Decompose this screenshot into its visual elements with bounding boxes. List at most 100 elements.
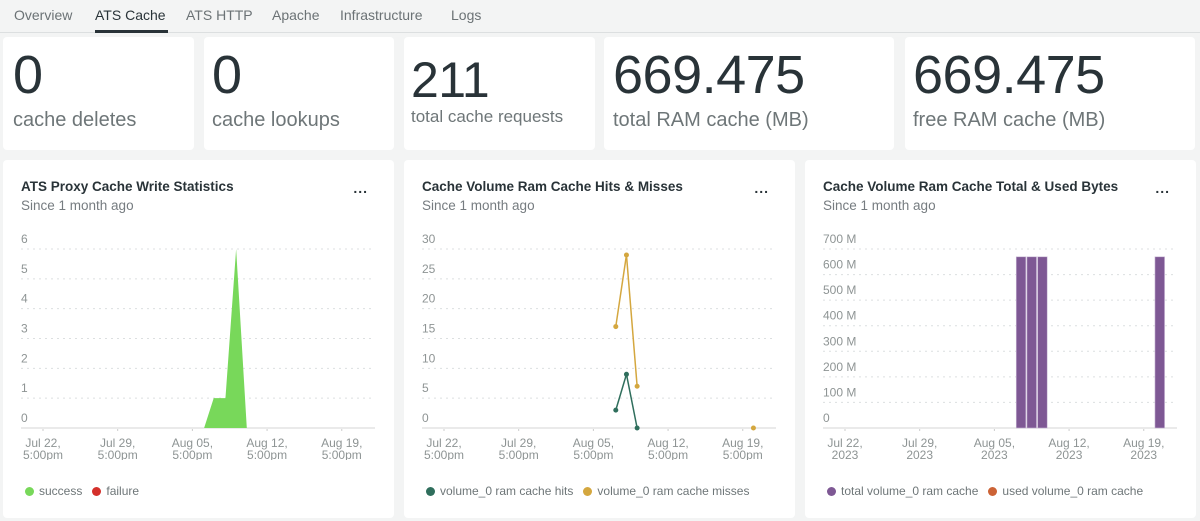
y-tick-label: 400 M xyxy=(823,309,856,323)
area-success xyxy=(204,249,247,428)
x-tick-label: 5:00pm xyxy=(648,448,688,460)
billboard-cache-deletes[interactable]: 0 cache deletes xyxy=(3,37,194,150)
bar xyxy=(1154,256,1165,429)
billboard-free-ram-cache[interactable]: 669.475 free RAM cache (MB) xyxy=(905,37,1195,150)
billboard-total-cache-requests[interactable]: 211 total cache requests xyxy=(404,37,595,150)
y-tick-label: 100 M xyxy=(823,385,856,399)
billboard-label: cache lookups xyxy=(212,109,340,131)
chart-subtitle: Since 1 month ago xyxy=(823,198,936,213)
legend-item-total[interactable]: total volume_0 ram cache xyxy=(827,484,978,498)
y-tick-label: 700 M xyxy=(823,232,856,246)
y-tick-label: 500 M xyxy=(823,283,856,297)
tab-infrastructure[interactable]: Infrastructure xyxy=(340,7,423,23)
x-tick-label: 2023 xyxy=(832,448,859,460)
legend-label: used volume_0 ram cache xyxy=(1002,484,1144,498)
chart-subtitle: Since 1 month ago xyxy=(21,198,134,213)
tab-overview[interactable]: Overview xyxy=(14,7,73,23)
chart-title: ATS Proxy Cache Write Statistics xyxy=(21,179,234,194)
data-point xyxy=(623,252,629,258)
line-segment xyxy=(615,374,628,411)
legend-dot-icon xyxy=(583,486,593,496)
legend-dot-icon xyxy=(988,486,998,496)
billboard-value: 669.475 xyxy=(613,45,805,105)
x-tick-label: Jul 29, xyxy=(100,436,135,450)
billboard-value: 211 xyxy=(411,52,490,108)
chart-card-cache-write-stats: ATS Proxy Cache Write Statistics Since 1… xyxy=(3,160,394,518)
chart-legend: total volume_0 ram cache used volume_0 r… xyxy=(827,484,1143,498)
tab-ats-cache[interactable]: ATS Cache xyxy=(95,7,166,23)
y-tick-label: 200 M xyxy=(823,360,856,374)
data-point xyxy=(613,324,619,330)
legend-dot-icon xyxy=(92,486,102,496)
billboard-cache-lookups[interactable]: 0 cache lookups xyxy=(204,37,394,150)
x-tick-label: Aug 12, xyxy=(246,436,287,450)
legend-item-success[interactable]: success xyxy=(25,484,82,498)
y-tick-label: 0 xyxy=(823,411,830,425)
legend-label: volume_0 ram cache hits xyxy=(440,484,574,498)
x-tick-label: 5:00pm xyxy=(23,448,63,460)
line-segment xyxy=(615,254,628,327)
y-tick-label: 0 xyxy=(422,411,429,425)
legend-item-used[interactable]: used volume_0 ram cache xyxy=(988,484,1143,498)
legend-dot-icon xyxy=(426,486,435,496)
x-tick-label: Aug 19, xyxy=(722,436,763,450)
data-point xyxy=(623,371,629,377)
y-tick-label: 300 M xyxy=(823,334,856,348)
x-tick-label: Aug 19, xyxy=(1123,436,1164,450)
legend-item-misses[interactable]: volume_0 ram cache misses xyxy=(583,484,749,498)
legend-label: failure xyxy=(106,484,140,498)
x-tick-label: 2023 xyxy=(1130,448,1157,460)
billboard-value: 0 xyxy=(212,45,242,105)
chart-title: Cache Volume Ram Cache Hits & Misses xyxy=(422,179,683,194)
line-segment xyxy=(625,254,638,387)
tab-apache[interactable]: Apache xyxy=(272,7,320,23)
x-tick-label: 5:00pm xyxy=(98,448,138,460)
x-tick-label: 5:00pm xyxy=(247,448,287,460)
data-point xyxy=(634,425,640,431)
legend-label: total volume_0 ram cache xyxy=(841,484,979,498)
y-tick-label: 5 xyxy=(21,262,28,276)
y-tick-label: 3 xyxy=(21,322,28,336)
x-tick-label: Jul 22, xyxy=(426,436,461,450)
x-tick-label: Aug 12, xyxy=(647,436,688,450)
tab-logs[interactable]: Logs xyxy=(451,7,482,23)
bar xyxy=(1026,256,1037,429)
legend-dot-icon xyxy=(827,486,836,496)
x-tick-label: 5:00pm xyxy=(322,448,362,460)
chart-legend: volume_0 ram cache hits volume_0 ram cac… xyxy=(426,484,749,498)
x-tick-label: Aug 05, xyxy=(172,436,213,450)
billboard-total-ram-cache[interactable]: 669.475 total RAM cache (MB) xyxy=(604,37,894,150)
x-tick-label: Jul 22, xyxy=(25,436,60,450)
x-tick-label: Jul 29, xyxy=(501,436,536,450)
x-tick-label: Jul 22, xyxy=(827,436,862,450)
x-tick-label: 2023 xyxy=(981,448,1008,460)
x-tick-label: 5:00pm xyxy=(573,448,613,460)
x-tick-label: 2023 xyxy=(1056,448,1083,460)
chart-menu-button[interactable]: ... xyxy=(1155,180,1170,196)
chart-card-total-used-bytes: Cache Volume Ram Cache Total & Used Byte… xyxy=(805,160,1196,518)
y-tick-label: 2 xyxy=(21,351,28,365)
legend-item-hits[interactable]: volume_0 ram cache hits xyxy=(426,484,573,498)
legend-label: volume_0 ram cache misses xyxy=(597,484,750,498)
x-tick-label: 5:00pm xyxy=(723,448,763,460)
chart-menu-button[interactable]: ... xyxy=(353,180,368,196)
chart-plot[interactable]: 0 100 M 200 M 300 M 400 M 500 M 600 M 700 M Jul … xyxy=(805,160,1196,460)
chart-menu-button[interactable]: ... xyxy=(754,180,769,196)
x-tick-label: Aug 19, xyxy=(321,436,362,450)
y-tick-label: 0 xyxy=(21,411,28,425)
legend-item-failure[interactable]: failure xyxy=(92,484,139,498)
y-tick-label: 6 xyxy=(21,232,28,246)
y-tick-label: 15 xyxy=(422,322,436,336)
x-tick-label: 5:00pm xyxy=(172,448,212,460)
y-tick-label: 600 M xyxy=(823,258,856,272)
active-tab-indicator xyxy=(95,30,168,33)
legend-label: success xyxy=(39,484,83,498)
billboard-value: 0 xyxy=(13,45,43,105)
y-tick-label: 4 xyxy=(21,292,28,306)
tab-ats-http[interactable]: ATS HTTP xyxy=(186,7,253,23)
x-tick-label: Jul 29, xyxy=(902,436,937,450)
y-tick-label: 25 xyxy=(422,262,436,276)
y-tick-label: 20 xyxy=(422,292,436,306)
